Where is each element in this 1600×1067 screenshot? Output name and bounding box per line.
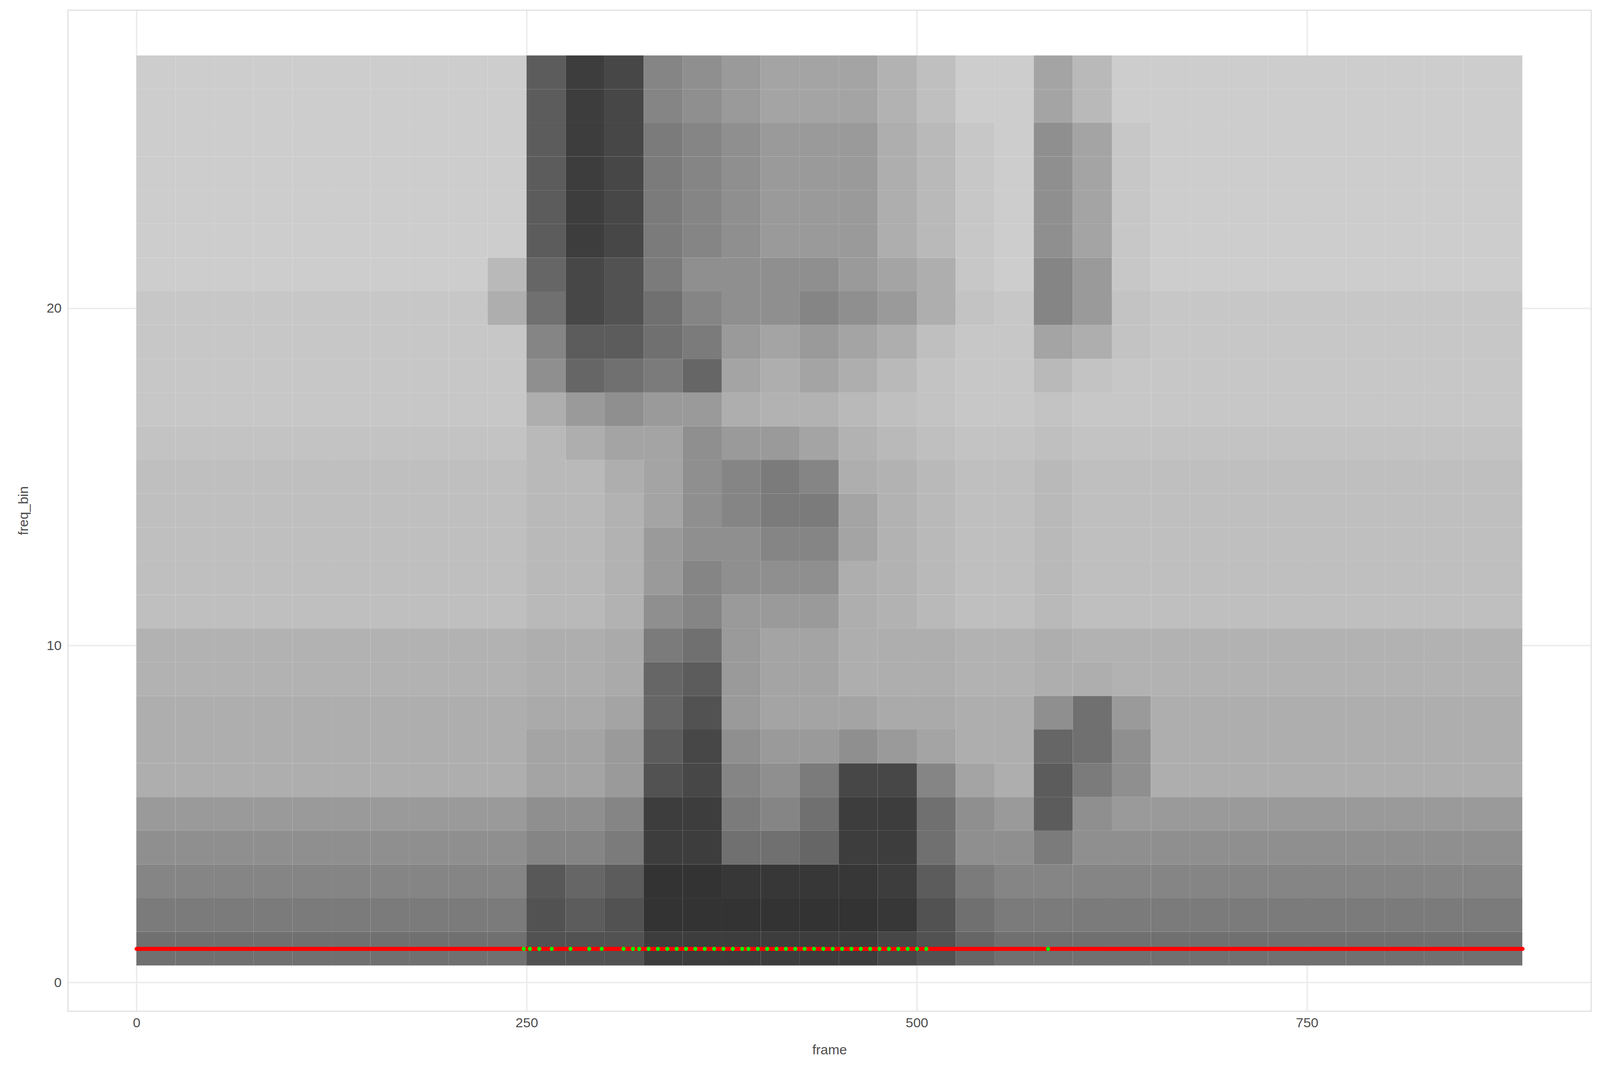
svg-text:0: 0 bbox=[132, 1014, 141, 1030]
svg-text:250: 250 bbox=[515, 1014, 539, 1030]
svg-text:freq_bin: freq_bin bbox=[15, 485, 31, 535]
svg-text:20: 20 bbox=[46, 300, 62, 316]
svg-text:frame: frame bbox=[812, 1041, 848, 1057]
svg-text:0: 0 bbox=[54, 974, 62, 990]
svg-text:500: 500 bbox=[905, 1014, 929, 1030]
svg-text:10: 10 bbox=[46, 637, 62, 653]
svg-text:750: 750 bbox=[1295, 1014, 1319, 1030]
